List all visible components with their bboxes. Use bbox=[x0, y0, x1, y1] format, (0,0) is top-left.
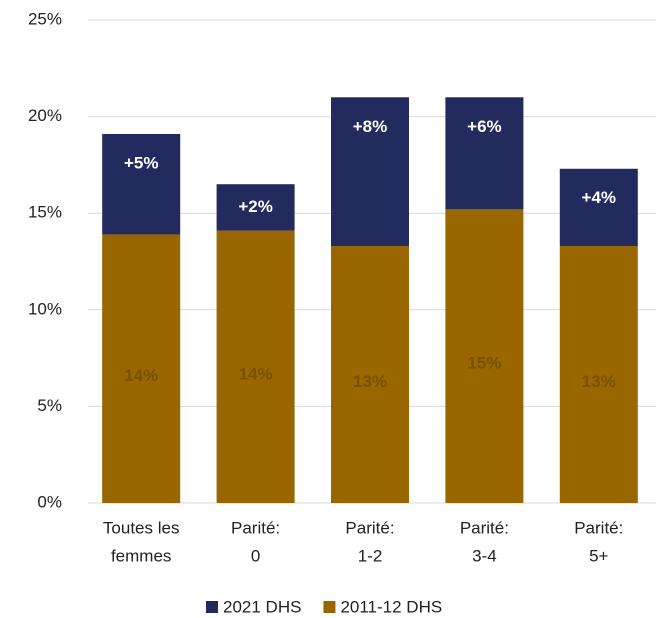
x-tick-label: Parité: bbox=[460, 518, 509, 537]
bar-segment bbox=[445, 209, 524, 503]
legend-label: 2011-12 DHS bbox=[340, 597, 442, 616]
bar-segment bbox=[331, 246, 409, 503]
x-tick-label: 1-2 bbox=[358, 546, 383, 565]
bar-segment bbox=[216, 230, 295, 503]
legend-swatch bbox=[206, 601, 218, 613]
bar-segment bbox=[445, 97, 524, 210]
legend-swatch bbox=[323, 601, 336, 613]
y-tick-label: 0% bbox=[37, 492, 62, 511]
bar-segment bbox=[102, 133, 181, 235]
data-label: 15% bbox=[467, 354, 501, 373]
bar-segment bbox=[216, 184, 295, 231]
y-tick-label: 10% bbox=[28, 299, 62, 318]
data-label: +2% bbox=[238, 197, 273, 216]
x-tick-label: Parité: bbox=[574, 518, 623, 537]
bar-segment bbox=[102, 234, 181, 503]
y-tick-label: 20% bbox=[28, 106, 62, 125]
data-label: 14% bbox=[239, 364, 273, 383]
x-tick-label: 5+ bbox=[589, 546, 608, 565]
x-tick-label: 3-4 bbox=[472, 546, 497, 565]
x-tick-label: Parité: bbox=[231, 518, 280, 537]
y-tick-label: 5% bbox=[37, 396, 62, 415]
data-label: 14% bbox=[124, 366, 158, 385]
y-tick-label: 25% bbox=[28, 9, 62, 28]
y-tick-label: 15% bbox=[28, 203, 62, 222]
bar-segment bbox=[331, 97, 409, 247]
data-label: 13% bbox=[353, 372, 387, 391]
bar-segment bbox=[559, 246, 638, 503]
data-label: +5% bbox=[124, 153, 159, 172]
x-tick-label: Parité: bbox=[345, 518, 394, 537]
data-label: +6% bbox=[467, 117, 502, 136]
x-tick-label: Toutes les bbox=[103, 518, 180, 537]
legend-label: 2021 DHS bbox=[223, 597, 301, 616]
data-label: +4% bbox=[582, 188, 617, 207]
data-label: 13% bbox=[582, 372, 616, 391]
data-label: +8% bbox=[353, 117, 388, 136]
x-tick-label: femmes bbox=[111, 546, 171, 565]
x-tick-label: 0 bbox=[251, 546, 260, 565]
bar-segment bbox=[559, 168, 638, 247]
